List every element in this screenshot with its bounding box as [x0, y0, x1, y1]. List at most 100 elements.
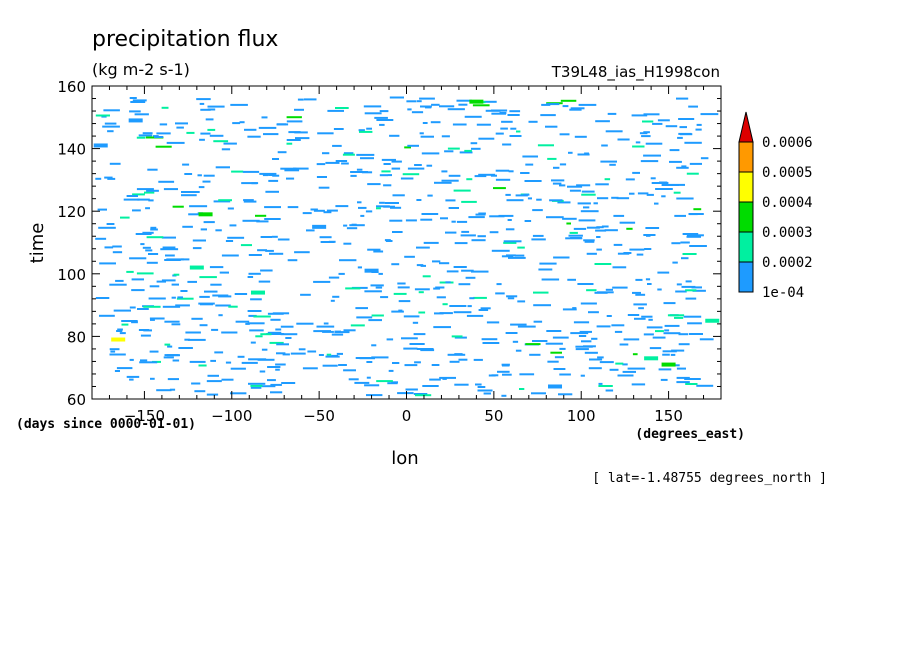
field-dash — [95, 177, 102, 180]
field-dash — [280, 333, 298, 336]
field-dash — [154, 136, 164, 138]
field-dash — [264, 206, 281, 209]
field-dash — [645, 227, 660, 229]
field-dash — [364, 290, 382, 293]
data-cell — [364, 268, 379, 273]
field-dash — [286, 116, 302, 119]
field-dash — [477, 389, 493, 392]
field-dash — [562, 105, 569, 108]
field-dash — [335, 205, 349, 208]
field-dash — [271, 235, 278, 238]
chart-title: precipitation flux — [92, 27, 278, 52]
field-dash — [199, 324, 208, 327]
field-dash — [439, 262, 450, 265]
field-dash — [343, 329, 356, 332]
field-dash — [223, 142, 237, 145]
field-dash — [596, 236, 601, 238]
field-dash — [676, 376, 690, 379]
field-dash — [266, 333, 285, 335]
field-dash — [586, 289, 597, 292]
field-dash — [327, 109, 344, 112]
field-dash — [360, 157, 374, 160]
field-dash — [114, 370, 120, 372]
field-dash — [350, 174, 357, 177]
field-dash — [547, 157, 557, 160]
field-dash — [572, 307, 577, 310]
field-dash — [466, 178, 473, 181]
field-dash — [149, 285, 160, 288]
field-dash — [586, 252, 597, 255]
field-dash — [281, 382, 296, 384]
field-dash — [129, 97, 137, 99]
field-dash — [173, 273, 180, 276]
field-dash — [250, 384, 263, 387]
field-dash — [520, 172, 530, 174]
field-dash — [641, 315, 653, 318]
field-dash — [225, 361, 232, 364]
field-dash — [227, 236, 245, 239]
field-dash — [553, 256, 570, 259]
field-dash — [682, 253, 697, 255]
field-dash — [247, 310, 262, 312]
field-dash — [448, 174, 461, 177]
field-dash — [206, 380, 222, 383]
field-dash — [635, 278, 643, 281]
field-dash — [229, 224, 237, 227]
field-dash — [645, 142, 663, 145]
field-dash — [578, 335, 587, 337]
field-dash — [532, 340, 548, 342]
field-dash — [626, 227, 633, 230]
field-dash — [524, 180, 542, 182]
field-dash — [652, 336, 666, 339]
field-dash — [138, 134, 153, 137]
field-dash — [284, 169, 300, 172]
y-tick-label: 60 — [67, 391, 86, 409]
field-dash — [98, 226, 116, 229]
field-dash — [559, 133, 570, 136]
field-dash — [508, 256, 526, 259]
field-dash — [407, 108, 412, 111]
field-dash — [695, 128, 702, 131]
field-dash — [203, 174, 215, 177]
field-dash — [322, 152, 330, 155]
colorbar-segment — [738, 261, 754, 293]
field-dash — [161, 279, 176, 282]
field-dash — [566, 222, 571, 225]
field-dash — [456, 99, 472, 102]
data-cell — [93, 143, 108, 148]
field-dash — [306, 229, 315, 232]
field-dash — [261, 116, 268, 119]
field-dash — [569, 231, 578, 234]
latitude-footnote: [ lat=-1.48755 degrees_north ] — [592, 471, 827, 486]
field-dash — [478, 212, 486, 215]
field-dash — [601, 225, 609, 228]
field-dash — [219, 271, 229, 274]
field-dash — [453, 311, 472, 314]
field-dash — [475, 213, 486, 216]
colorbar-segment — [738, 171, 754, 203]
field-dash — [310, 208, 318, 211]
axis-ticks: −150 −100 −50 0 50 100 150 60 80 100 120 140 160 — [57, 78, 722, 425]
field-dash — [366, 361, 373, 363]
field-dash — [560, 99, 577, 102]
field-dash — [573, 321, 590, 324]
field-dash — [568, 151, 573, 154]
data-cell — [548, 384, 563, 389]
field-dash — [523, 193, 530, 196]
colorbar-label: 0.0004 — [762, 195, 813, 211]
field-dash — [316, 163, 326, 166]
field-dash — [595, 183, 609, 186]
field-dash — [536, 198, 542, 201]
field-dash — [517, 300, 526, 303]
field-dash — [575, 348, 589, 351]
field-dash — [439, 376, 456, 379]
field-dash — [187, 280, 197, 283]
field-dash — [664, 329, 670, 332]
field-dash — [247, 135, 261, 138]
field-dash — [456, 220, 468, 223]
field-dash — [403, 347, 418, 350]
field-dash — [176, 126, 184, 129]
field-dash — [532, 209, 543, 212]
field-dash — [577, 153, 590, 156]
field-dash — [445, 281, 451, 284]
